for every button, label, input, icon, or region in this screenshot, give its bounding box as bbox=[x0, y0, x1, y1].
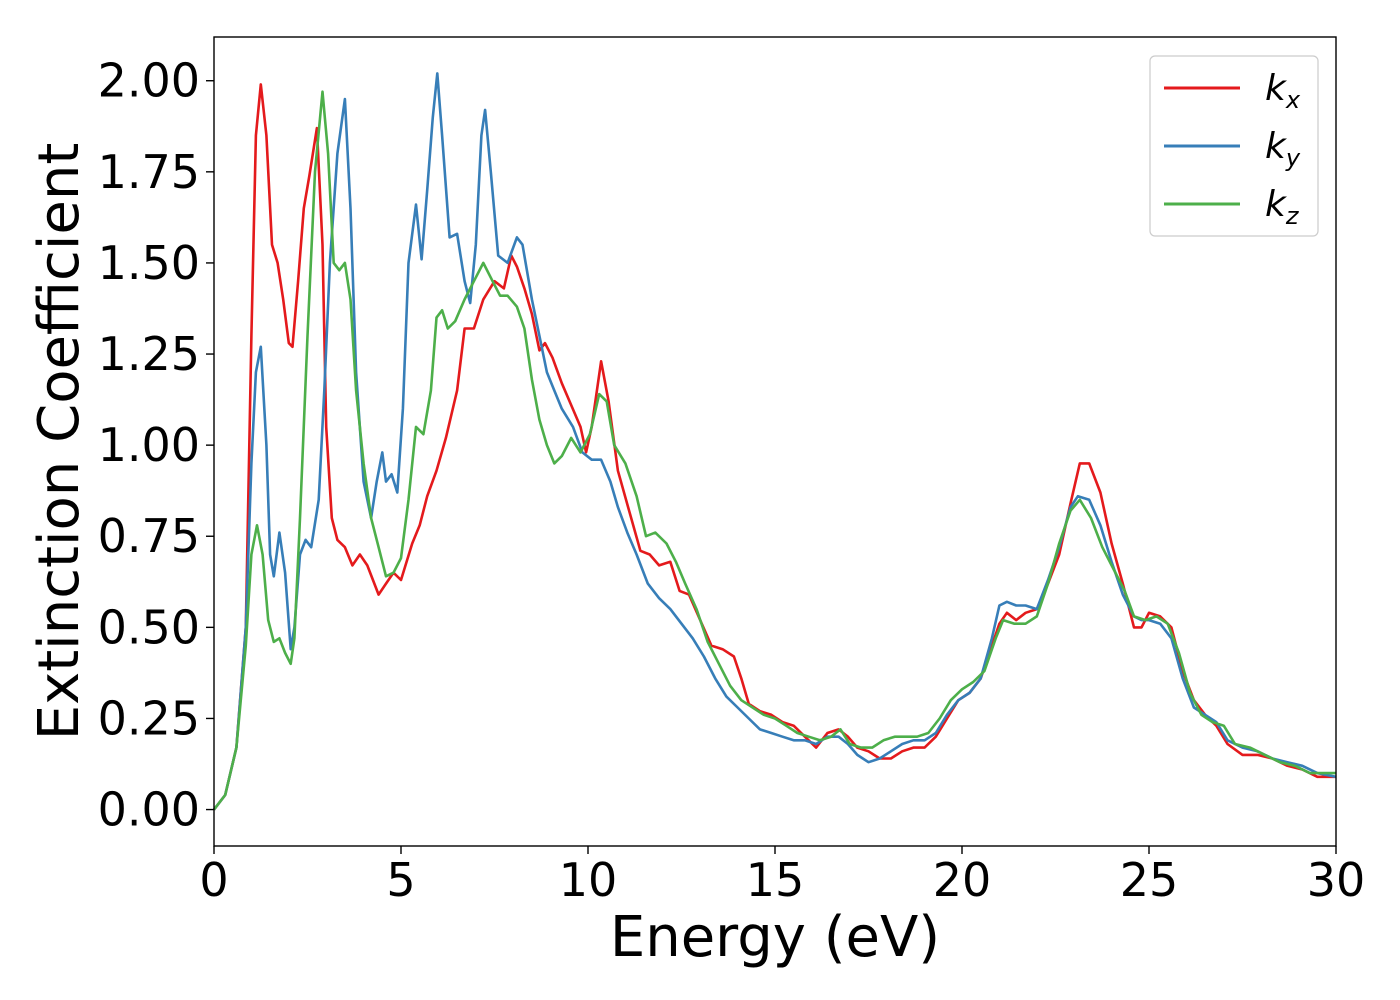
y-tick-label: 1.50 bbox=[98, 236, 200, 290]
x-tick-label: 30 bbox=[1307, 853, 1366, 907]
y-tick-label: 0.50 bbox=[98, 600, 200, 654]
y-tick-label: 2.00 bbox=[98, 54, 200, 108]
series-line-ky bbox=[212, 72, 1337, 811]
x-axis-ticks: 0 5 10 15 20 25 30 bbox=[199, 846, 1365, 907]
legend-label-kx: kx bbox=[1265, 68, 1301, 114]
x-tick-label: 15 bbox=[746, 853, 805, 907]
x-axis-label: Energy (eV) bbox=[610, 905, 940, 970]
y-tick-label: 0.25 bbox=[98, 691, 200, 745]
x-tick-label: 25 bbox=[1120, 853, 1179, 907]
y-tick-label: 1.75 bbox=[98, 145, 200, 199]
legend-label-ky: ky bbox=[1265, 126, 1301, 172]
x-tick-label: 0 bbox=[199, 853, 228, 907]
y-tick-label: 0.75 bbox=[98, 509, 200, 563]
legend: kx ky kz bbox=[1149, 55, 1319, 237]
x-tick-label: 5 bbox=[386, 853, 415, 907]
x-tick-label: 10 bbox=[559, 853, 618, 907]
y-axis-label: Extinction Coefficient bbox=[27, 143, 92, 741]
series-layer bbox=[212, 72, 1337, 811]
y-tick-label: 1.25 bbox=[98, 327, 200, 381]
series-line-kx bbox=[212, 83, 1336, 811]
series-line-kz bbox=[212, 90, 1336, 811]
y-tick-label: 1.00 bbox=[98, 418, 200, 472]
y-axis-ticks: 0.00 0.25 0.50 0.75 1.00 1.25 1.50 1.75 2.00 bbox=[98, 54, 214, 837]
legend-label-kz: kz bbox=[1265, 184, 1300, 230]
y-tick-label: 0.00 bbox=[98, 783, 200, 837]
x-tick-label: 20 bbox=[933, 853, 992, 907]
